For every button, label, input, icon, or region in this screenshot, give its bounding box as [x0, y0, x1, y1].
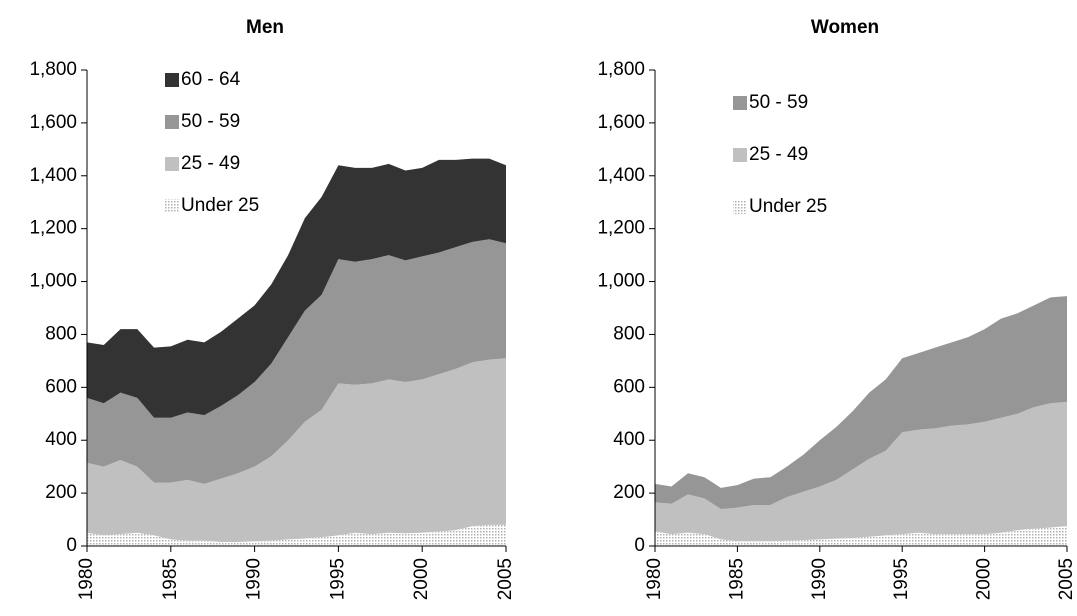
y-tick-label: 1,200 [597, 218, 645, 239]
y-tick-label: 1,400 [597, 165, 645, 186]
legend-label: 50 - 59 [181, 111, 240, 132]
x-tick-label: 1995 [327, 558, 348, 600]
legend-swatch [733, 148, 747, 162]
legend-swatch [733, 200, 747, 214]
x-tick-label: 1985 [726, 558, 747, 600]
y-tick-label: 1,800 [29, 59, 77, 80]
legend-label: 50 - 59 [749, 92, 808, 113]
y-tick-label: 800 [45, 323, 77, 344]
y-tick-label: 1,600 [29, 112, 77, 133]
x-tick-label: 1995 [891, 558, 912, 600]
legend-swatch [165, 115, 179, 129]
x-tick-label: 2000 [411, 558, 432, 600]
area [87, 239, 506, 484]
x-tick-label: 1990 [809, 558, 830, 600]
y-tick-label: 800 [613, 323, 645, 344]
x-tick-label: 1990 [244, 558, 265, 600]
y-tick-label: 1,000 [597, 271, 645, 292]
y-tick-label: 200 [613, 482, 645, 503]
y-tick-label: 1,400 [29, 165, 77, 186]
y-tick-label: 400 [613, 429, 645, 450]
x-tick-label: 1980 [76, 558, 97, 600]
y-tick-label: 200 [45, 482, 77, 503]
legend-swatch [165, 73, 179, 87]
legend-swatch [165, 199, 179, 213]
y-tick-label: 600 [613, 376, 645, 397]
legend-label: 25 - 49 [749, 144, 808, 165]
legend-label: Under 25 [749, 196, 827, 217]
area [655, 526, 1067, 546]
legend-swatch [733, 96, 747, 110]
y-tick-label: 0 [634, 535, 645, 556]
y-tick-label: 600 [45, 376, 77, 397]
chart-title: Men [246, 17, 284, 38]
legend-label: Under 25 [181, 195, 259, 216]
legend-label: 25 - 49 [181, 153, 240, 174]
area [87, 358, 506, 543]
x-tick-label: 1985 [160, 558, 181, 600]
area [655, 401, 1067, 542]
x-tick-label: 1980 [644, 558, 665, 600]
x-tick-label: 2005 [1056, 558, 1077, 600]
x-tick-label: 2000 [974, 558, 995, 600]
legend-label: 60 - 64 [181, 69, 241, 90]
x-tick-label: 2005 [495, 558, 516, 600]
y-tick-label: 400 [45, 429, 77, 450]
area [87, 158, 506, 418]
chart-title: Women [811, 17, 879, 38]
y-tick-label: 1,000 [29, 271, 77, 292]
y-tick-label: 1,600 [597, 112, 645, 133]
y-tick-label: 1,200 [29, 218, 77, 239]
area [655, 296, 1067, 509]
legend-swatch [165, 157, 179, 171]
y-tick-label: 1,800 [597, 59, 645, 80]
y-tick-label: 0 [66, 535, 77, 556]
